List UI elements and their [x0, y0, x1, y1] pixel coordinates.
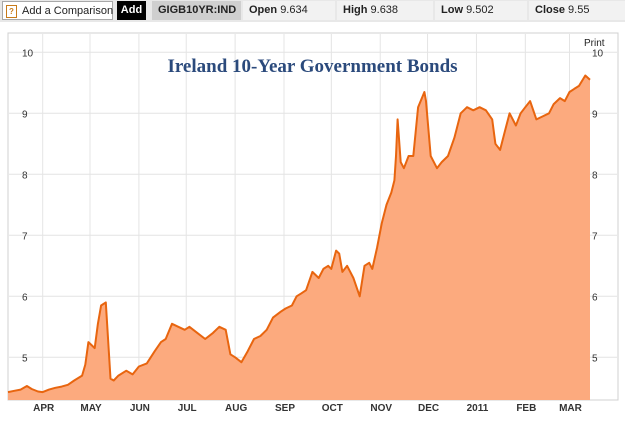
high-value: 9.638: [370, 4, 399, 16]
high-label: High: [343, 4, 368, 16]
y-tick-label-right: 10: [592, 48, 604, 59]
y-tick-label-right: 7: [592, 231, 598, 242]
add-comparison-label: Add a Comparison: [22, 5, 114, 17]
chart-title: Ireland 10-Year Government Bonds: [167, 56, 458, 77]
y-tick-label-right: 6: [592, 292, 598, 303]
add-comparison-field[interactable]: ? Add a Comparison: [2, 1, 113, 20]
x-tick-label: MAY: [80, 403, 102, 414]
help-icon[interactable]: ?: [6, 5, 17, 18]
low-value: 9.502: [466, 4, 494, 16]
x-tick-label: FEB: [516, 403, 536, 414]
toolbar: ? Add a Comparison Add GIGB10YR:IND Open…: [0, 0, 625, 22]
y-tick-label-left: 8: [22, 170, 28, 181]
low-stat: Low 9.502: [435, 1, 527, 20]
close-stat: Close 9.55: [529, 1, 625, 20]
add-button[interactable]: Add: [117, 1, 146, 20]
y-tick-label-right: 9: [592, 109, 598, 120]
close-value: 9.55: [568, 4, 590, 16]
yield-line: [7, 74, 591, 394]
y-tick-labels: 5 5 6 6 7 7 8 8 9 9 10 10: [22, 48, 604, 364]
x-tick-label: NOV: [370, 403, 392, 414]
x-tick-label: JUN: [130, 403, 150, 414]
y-tick-label-left: 5: [22, 353, 28, 364]
low-label: Low: [441, 4, 463, 16]
x-tick-label: AUG: [225, 403, 247, 414]
high-stat: High 9.638: [337, 1, 433, 20]
y-tick-label-left: 10: [22, 48, 34, 59]
x-tick-label: APR: [33, 403, 55, 414]
yield-area: [8, 75, 590, 400]
x-tick-label: 2011: [467, 403, 489, 414]
y-tick-label-left: 7: [22, 231, 28, 242]
x-tick-label: OCT: [322, 403, 343, 414]
print-link[interactable]: Print: [584, 38, 605, 49]
close-label: Close: [535, 4, 565, 16]
open-stat: Open 9.634: [243, 1, 335, 20]
x-tick-labels: APR MAY JUN JUL AUG SEP OCT NOV DEC 2011 FEB MAR: [33, 403, 583, 414]
symbol-label: GIGB10YR:IND: [152, 1, 241, 20]
x-tick-label: SEP: [275, 403, 295, 414]
open-label: Open: [249, 4, 278, 16]
y-tick-label-right: 5: [592, 353, 598, 364]
y-tick-label-right: 8: [592, 170, 598, 181]
open-value: 9.634: [280, 4, 308, 16]
y-tick-label-left: 6: [22, 292, 28, 303]
x-tick-label: JUL: [178, 403, 197, 414]
x-tick-label: DEC: [418, 403, 439, 414]
x-tick-label: MAR: [559, 403, 583, 414]
y-tick-label-left: 9: [22, 109, 28, 120]
